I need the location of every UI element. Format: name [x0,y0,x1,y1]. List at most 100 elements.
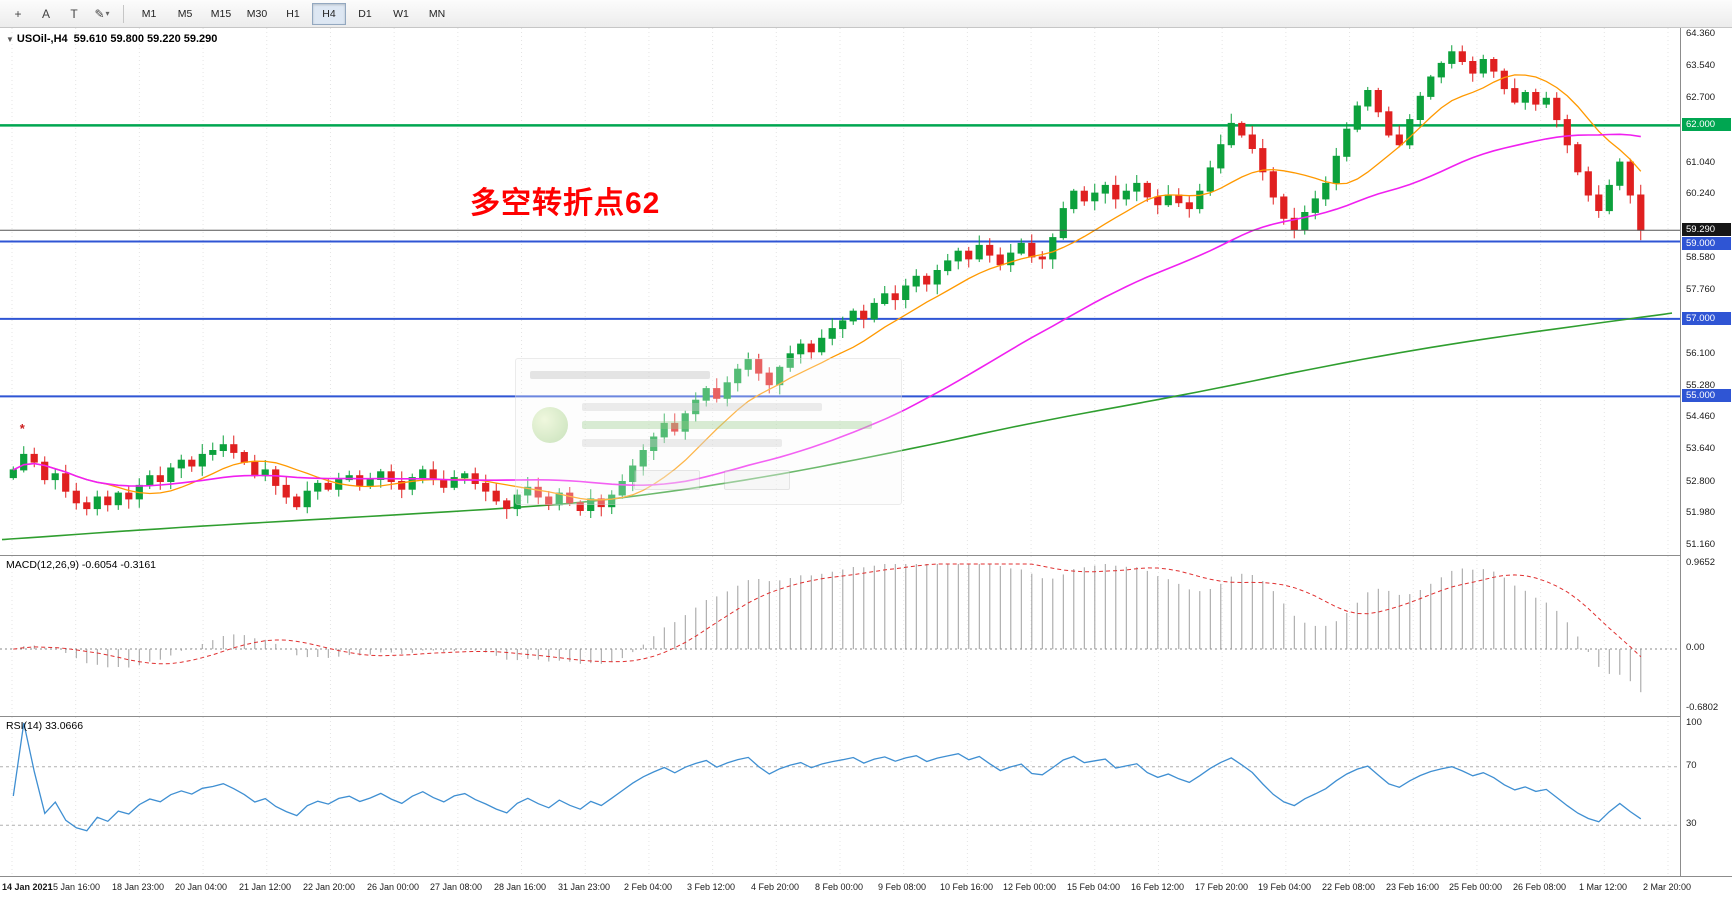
time-axis[interactable]: 14 Jan 2021 15 Jan 16:00 18 Jan 23:00 20 Ja… [0,876,1732,900]
macd-signal-line [13,563,1642,665]
price-tick-label: 62.700 [1686,92,1716,104]
macd-tick-label: -0.6802 [1686,702,1719,713]
timeframe-button-m5[interactable]: M5 [177,7,193,20]
time-axis-label: 22 Jan 20:00 [303,882,356,892]
time-axis-label: 16 Feb 12:00 [1131,882,1185,892]
time-axis-label: 27 Jan 08:00 [430,882,483,892]
time-axis-label: 15 Feb 04:00 [1067,882,1121,892]
dropdown-caret-icon: ▾ [105,9,110,18]
price-tick-label: 64.360 [1686,28,1716,39]
timeframe-toolbar: M1 M5 M15 M30 H1 H4 D1 W1 MN [131,2,455,25]
time-axis-label: 2 Feb 04:00 [624,882,673,892]
symbol-name: USOil-,H4 [16,33,68,45]
time-axis-label: 31 Jan 23:00 [558,882,611,892]
timeframe-button-mn[interactable]: MN [428,7,446,20]
time-axis-label: 26 Jan 00:00 [367,882,420,892]
watermark-button [634,470,700,490]
price-tick-label: 58.580 [1686,251,1716,263]
price-tick-label: 60.240 [1686,187,1716,199]
level-price-badge: 59.000 [1682,236,1731,250]
marker-star[interactable]: * [20,421,26,436]
candlestick-series [9,45,1645,519]
watermark-title-line [530,371,710,379]
time-axis-label: 1 Mar 12:00 [1579,882,1628,892]
panel-separator[interactable] [0,713,1680,719]
time-axis-label: 15 Jan 16:00 [48,882,101,892]
time-axis-label: 12 Feb 00:00 [1003,882,1057,892]
crosshair-icon[interactable]: + [14,6,22,21]
time-axis-label: 26 Feb 08:00 [1513,882,1567,892]
rsi-label: RSI(14) 33.0666 [6,720,84,732]
draw-tools-icon[interactable]: ✎ ▾ [94,6,110,21]
time-axis-label: 19 Feb 04:00 [1258,882,1312,892]
level-price-badge: 57.000 [1682,311,1731,325]
time-axis-label: 17 Feb 20:00 [1195,882,1249,892]
time-axis-label: 4 Feb 20:00 [751,882,800,892]
timeframe-button-m1[interactable]: M1 [141,7,157,20]
time-axis-label: 25 Feb 00:00 [1449,882,1503,892]
price-tick-label: 63.540 [1686,59,1716,71]
watermark-text-line [582,403,822,411]
time-axis-label: 21 Jan 12:00 [239,882,292,892]
macd-label: MACD(12,26,9) -0.6054 -0.3161 [6,559,156,571]
macd-histogram [23,564,1642,693]
price-tick-label: 54.460 [1686,411,1716,423]
rsi-canvas[interactable] [0,717,1680,876]
rsi-line [12,722,1642,832]
time-axis-label: 14 Jan 2021 [2,882,53,892]
watermark-text-line [582,439,782,447]
chart-annotation-text[interactable]: 多空转折点62 [470,187,661,220]
level-price-badge: 55.000 [1682,389,1731,403]
time-axis-label: 22 Feb 08:00 [1322,882,1376,892]
horizontal-level-lines[interactable] [0,124,1680,398]
time-axis-label: 8 Feb 00:00 [815,882,864,892]
rsi-tick-label: 70 [1686,759,1697,771]
time-axis-label: 3 Feb 12:00 [687,882,736,892]
price-tick-label: 52.800 [1686,475,1716,487]
text-label-icon[interactable]: A [41,6,50,21]
symbol-label: ▼ USOil-,H4 59.610 59.800 59.220 59.290 [6,33,217,45]
timeframe-button-h4[interactable]: H4 [312,2,346,25]
time-axis-label: 2 Mar 20:00 [1643,882,1692,892]
macd-panel[interactable]: MACD(12,26,9) -0.6054 -0.3161 [0,555,1680,716]
rsi-tick-label: 30 [1686,818,1697,830]
main-chart-panel[interactable]: * ▼ USOil-,H4 59.610 59.800 59.220 59.290 … [0,28,1680,555]
level-price-badge: 62.000 [1682,118,1731,132]
watermark-icon [532,407,568,443]
time-axis-label: 28 Jan 16:00 [494,882,547,892]
drawing-toolbar: + A T ✎ ▾ [4,2,116,26]
price-tick-label: 55.280 [1686,379,1716,391]
panel-separator[interactable] [0,552,1680,558]
ma-mid-line [12,133,1641,487]
timeframe-button-d1[interactable]: D1 [358,7,372,20]
text-box-icon[interactable]: T [70,6,78,21]
watermark-text-line [582,421,872,429]
macd-tick-label: 0.9652 [1686,557,1716,568]
timeframe-button-m15[interactable]: M15 [210,7,232,20]
toolbar: + A T ✎ ▾ M1 M5 M15 M30 H1 H4 D1 W1 MN [0,0,1732,28]
symbol-collapse-icon[interactable]: ▼ [6,35,14,44]
watermark-button [724,470,790,490]
toolbar-separator [123,4,124,23]
macd-canvas[interactable] [0,556,1680,716]
price-axis[interactable]: 64.360 63.540 62.700 61.040 60.240 58.580 57.7… [1680,28,1732,876]
timeframe-button-m30[interactable]: M30 [246,7,268,20]
current-price-badge: 59.290 [1682,223,1731,237]
grid-lines [11,556,1669,716]
ma-slow-line [1,312,1673,541]
ma-fast-line [13,74,1642,501]
price-tick-label: 51.160 [1686,539,1716,550]
timeframe-button-h1[interactable]: H1 [286,7,300,20]
ohlc-values: 59.610 59.800 59.220 59.290 [73,33,218,45]
timeframe-button-w1[interactable]: W1 [393,7,409,20]
watermark-dialog-ghost [515,358,902,505]
price-tick-label: 61.040 [1686,156,1716,168]
time-axis-label: 18 Jan 23:00 [112,882,165,892]
time-axis-label: 9 Feb 08:00 [878,882,927,892]
price-tick-label: 57.760 [1686,283,1716,295]
rsi-panel[interactable]: RSI(14) 33.0666 [0,716,1680,876]
main-chart-canvas[interactable]: * [0,28,1680,555]
price-tick-label: 51.980 [1686,507,1716,519]
price-tick-label: 56.100 [1686,347,1716,359]
